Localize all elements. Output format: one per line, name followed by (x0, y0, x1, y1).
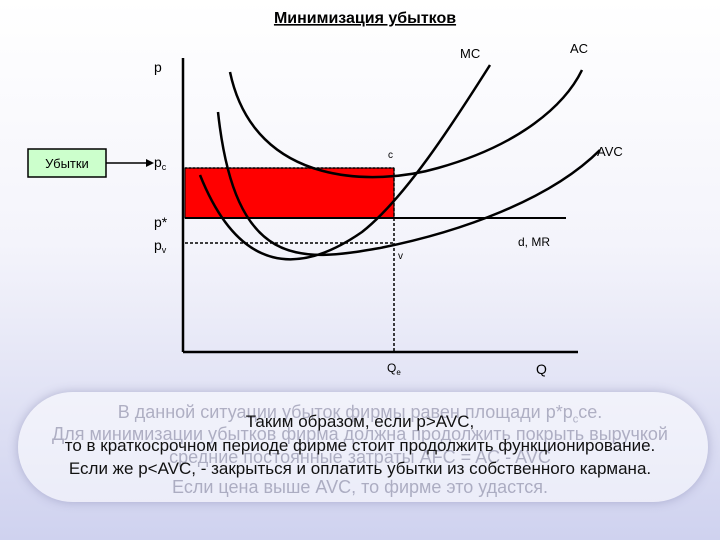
conclusion-line-1: Таким образом, если p>AVC, (245, 412, 475, 431)
point-v-label: v (398, 251, 403, 262)
d-mr-label: d, MR (518, 235, 550, 249)
pc-label: pc (154, 154, 167, 172)
conclusion-line-3: Если же p<AVC, - закрыться и оплатить уб… (68, 459, 652, 478)
ghost-text-line-3: средние постоянные затраты AFC = AC - AV… (169, 447, 551, 467)
ghost-text-line-1: В данной ситуации убыток фирмы равен пло… (117, 402, 603, 426)
p-axis-label: p (154, 59, 162, 75)
ac-curve (228, 69, 584, 179)
mc-curve (198, 64, 492, 261)
diagram-title: Минимизация убытков (274, 10, 456, 27)
mc-label: MC (460, 46, 480, 61)
pstar-label: p* (154, 214, 168, 230)
avc-label: AVC (597, 144, 623, 159)
losses-box (27, 148, 107, 178)
qe-label: Qe (387, 361, 401, 377)
losses-arrow-head (146, 159, 154, 167)
ghost-text-line-4: Если цена выше AVC, то фирме это удастся… (172, 477, 548, 497)
pv-label: pv (154, 237, 167, 255)
losses-label: Убытки (45, 156, 89, 171)
ac-label: AC (570, 41, 588, 56)
text-bubble (18, 392, 708, 502)
conclusion-line-2: то в краткосрочном периоде фирме стоит п… (64, 436, 656, 455)
q-axis-label: Q (536, 361, 547, 377)
point-c-label: c (388, 150, 393, 161)
avc-curve (216, 111, 601, 257)
ghost-text-line-2: Для минимизации убытков фирма должна про… (52, 424, 668, 444)
